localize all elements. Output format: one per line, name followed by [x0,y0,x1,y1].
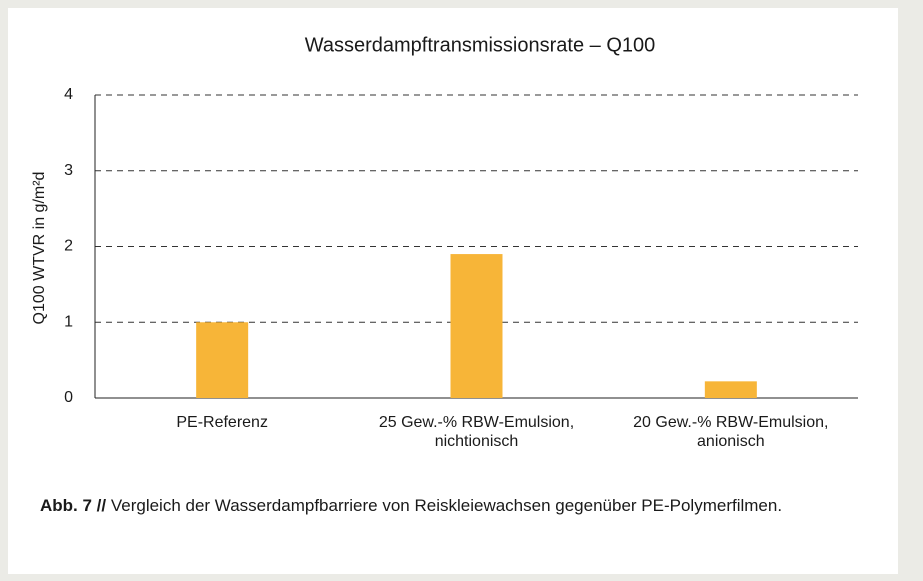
bar [450,254,503,398]
chart-title: Wasserdampftransmissionsrate – Q100 [305,34,656,56]
y-tick-label: 0 [64,389,73,406]
bar [196,322,249,398]
y-tick-label: 2 [64,238,73,255]
x-tick-label: PE-Referenz [176,414,268,431]
caption: Abb. 7 // Vergleich der Wasserdampfbarri… [40,492,785,519]
x-tick-label: nichtionisch [435,433,519,450]
x-tick-label: 20 Gew.-% RBW-Emulsion, [633,414,828,431]
chart: Wasserdampftransmissionsrate – Q100 Q100… [31,34,858,450]
bar [704,381,757,398]
y-tick-label: 3 [64,162,73,179]
caption-label: Abb. 7 // [40,496,107,515]
x-tick-label: 25 Gew.-% RBW-Emulsion, [379,414,574,431]
card: Wasserdampftransmissionsrate – Q100 Q100… [8,8,898,574]
y-tick-label: 4 [64,86,73,103]
y-tick-label: 1 [64,313,73,330]
y-axis-label: Q100 WTVR in g/m²d [31,172,48,325]
x-tick-label: anionisch [697,433,765,450]
caption-text: Vergleich der Wasserdampfbarriere von Re… [110,496,783,515]
